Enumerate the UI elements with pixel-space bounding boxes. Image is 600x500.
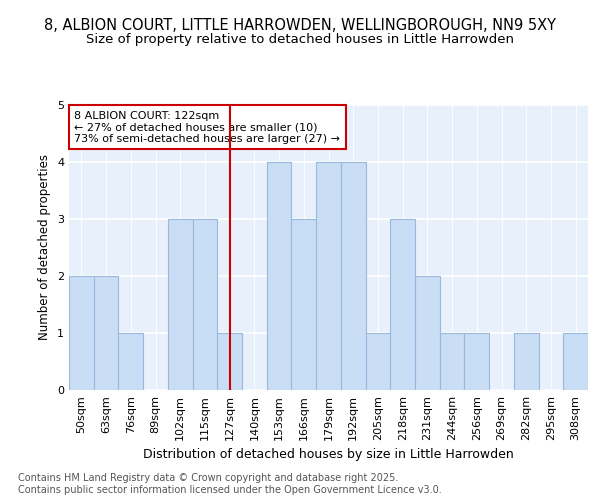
Text: Size of property relative to detached houses in Little Harrowden: Size of property relative to detached ho… <box>86 32 514 46</box>
Bar <box>390 219 415 390</box>
Bar <box>440 333 464 390</box>
Bar <box>365 333 390 390</box>
Bar <box>69 276 94 390</box>
Bar <box>514 333 539 390</box>
Bar <box>341 162 365 390</box>
Bar <box>316 162 341 390</box>
Bar <box>168 219 193 390</box>
Bar <box>415 276 440 390</box>
Text: 8 ALBION COURT: 122sqm
← 27% of detached houses are smaller (10)
73% of semi-det: 8 ALBION COURT: 122sqm ← 27% of detached… <box>74 110 340 144</box>
Bar <box>217 333 242 390</box>
Bar <box>94 276 118 390</box>
Text: Contains HM Land Registry data © Crown copyright and database right 2025.
Contai: Contains HM Land Registry data © Crown c… <box>18 474 442 495</box>
Bar <box>292 219 316 390</box>
Bar <box>464 333 489 390</box>
Bar <box>193 219 217 390</box>
Bar <box>563 333 588 390</box>
X-axis label: Distribution of detached houses by size in Little Harrowden: Distribution of detached houses by size … <box>143 448 514 462</box>
Bar <box>118 333 143 390</box>
Y-axis label: Number of detached properties: Number of detached properties <box>38 154 52 340</box>
Bar <box>267 162 292 390</box>
Text: 8, ALBION COURT, LITTLE HARROWDEN, WELLINGBOROUGH, NN9 5XY: 8, ALBION COURT, LITTLE HARROWDEN, WELLI… <box>44 18 556 32</box>
